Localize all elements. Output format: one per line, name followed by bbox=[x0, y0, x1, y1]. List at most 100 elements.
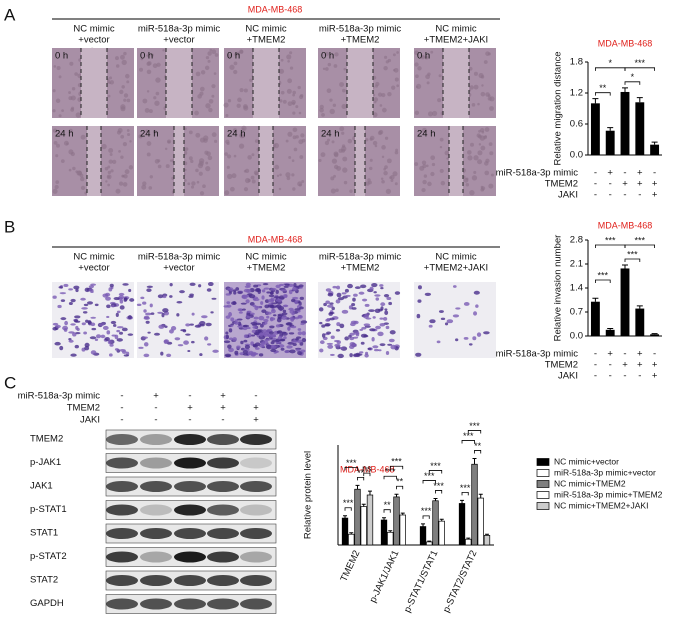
cell bbox=[379, 343, 386, 347]
condition-sign: + bbox=[153, 391, 159, 402]
texture bbox=[276, 174, 280, 177]
texture bbox=[287, 131, 293, 137]
cell bbox=[68, 301, 73, 306]
texture bbox=[467, 155, 473, 161]
texture bbox=[183, 127, 187, 131]
texture bbox=[116, 130, 122, 135]
condition-sign: + bbox=[637, 168, 643, 179]
condition-sign: + bbox=[607, 168, 613, 179]
cell bbox=[246, 310, 252, 313]
bar bbox=[360, 506, 367, 546]
texture bbox=[469, 190, 475, 196]
texture bbox=[126, 80, 130, 84]
cell bbox=[253, 344, 258, 348]
condition-label: miR-518a-3p mimic bbox=[496, 168, 579, 179]
texture bbox=[211, 49, 217, 55]
cell bbox=[275, 289, 279, 295]
column-header: +TMEM2+JAKI bbox=[424, 263, 488, 274]
cell bbox=[59, 345, 64, 351]
texture bbox=[142, 98, 148, 104]
bar bbox=[590, 103, 600, 155]
texture bbox=[253, 170, 259, 176]
texture bbox=[390, 179, 394, 182]
protein-label: STAT2 bbox=[30, 575, 58, 586]
texture bbox=[213, 72, 217, 75]
texture bbox=[148, 109, 153, 114]
texture bbox=[379, 104, 383, 107]
texture bbox=[68, 91, 71, 94]
significance-label: *** bbox=[463, 431, 474, 441]
cell bbox=[234, 319, 239, 322]
texture bbox=[477, 150, 483, 156]
cell bbox=[250, 334, 256, 337]
y-tick-label: 0.0 bbox=[570, 331, 583, 342]
condition-sign: + bbox=[652, 360, 658, 371]
error-bar bbox=[592, 297, 599, 302]
cell bbox=[369, 286, 374, 291]
texture bbox=[430, 171, 435, 177]
error-bar bbox=[484, 533, 489, 536]
column-header: +TMEM2 bbox=[341, 35, 380, 46]
cell bbox=[243, 325, 248, 328]
texture bbox=[471, 175, 478, 181]
texture bbox=[478, 129, 481, 133]
texture bbox=[211, 132, 217, 138]
protein-label: STAT1 bbox=[30, 528, 58, 539]
cell bbox=[271, 305, 277, 309]
cell bbox=[473, 290, 480, 295]
texture bbox=[487, 94, 491, 98]
texture bbox=[199, 191, 205, 196]
texture bbox=[139, 67, 144, 72]
cell bbox=[60, 317, 67, 321]
panel-label: C bbox=[4, 373, 16, 392]
error-bar bbox=[427, 540, 432, 542]
error-bar bbox=[388, 530, 393, 533]
cell bbox=[379, 317, 384, 320]
cell bbox=[86, 301, 94, 305]
cell bbox=[288, 289, 293, 295]
cell bbox=[351, 303, 356, 307]
texture bbox=[349, 189, 353, 194]
cell bbox=[344, 336, 350, 341]
texture bbox=[490, 173, 494, 177]
texture bbox=[374, 144, 378, 148]
cell bbox=[242, 350, 248, 354]
texture bbox=[394, 77, 399, 82]
significance-bracket bbox=[389, 465, 404, 470]
cell bbox=[180, 329, 186, 332]
condition-sign: + bbox=[652, 179, 658, 190]
texture bbox=[473, 84, 479, 90]
texture bbox=[465, 183, 470, 187]
texture bbox=[146, 141, 152, 146]
texture bbox=[129, 140, 132, 143]
texture bbox=[488, 183, 494, 189]
cell bbox=[245, 282, 251, 287]
bar bbox=[620, 268, 630, 336]
cell bbox=[74, 315, 81, 319]
texture bbox=[324, 140, 330, 146]
cell bbox=[162, 295, 167, 299]
cell bbox=[145, 320, 150, 324]
cell bbox=[371, 283, 378, 288]
texture bbox=[123, 51, 127, 56]
cell bbox=[483, 331, 490, 335]
bar bbox=[419, 526, 427, 546]
texture bbox=[108, 147, 114, 153]
cell bbox=[337, 297, 345, 301]
cell bbox=[246, 288, 252, 293]
error-bar bbox=[421, 523, 426, 527]
texture bbox=[120, 155, 124, 159]
texture bbox=[152, 63, 158, 69]
cell bbox=[378, 349, 382, 352]
protein-label: TMEM2 bbox=[30, 434, 63, 445]
column-header: NC mimic bbox=[245, 24, 286, 35]
texture bbox=[384, 165, 388, 170]
cell bbox=[123, 297, 128, 301]
cell bbox=[440, 317, 446, 320]
error-bar bbox=[343, 515, 348, 519]
cell bbox=[116, 326, 124, 329]
bar bbox=[635, 308, 645, 336]
cell bbox=[266, 344, 273, 350]
significance-bracket bbox=[344, 507, 352, 511]
condition-sign: - bbox=[623, 168, 626, 179]
